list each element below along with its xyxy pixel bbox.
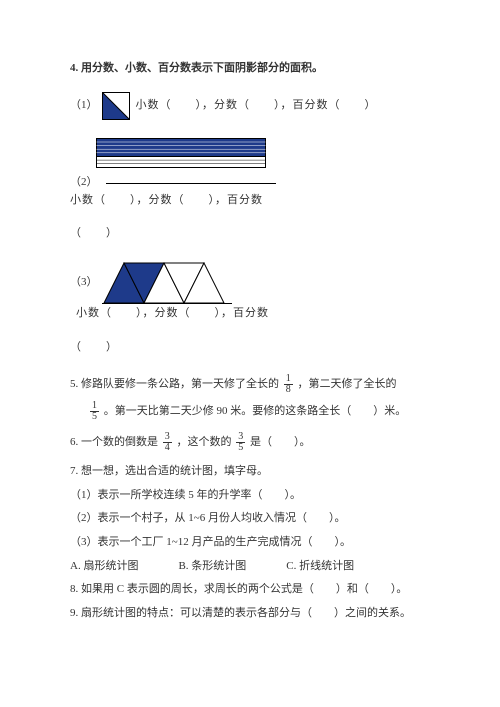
q9: 9. 扇形统计图的特点：可以清楚的表示各部分与（ ）之间的关系。 bbox=[70, 605, 430, 623]
choice-a: A. 扇形统计图 bbox=[70, 558, 138, 576]
fraction-3-4: 34 bbox=[163, 432, 172, 453]
q6-a: 6. 一个数的倒数是 bbox=[70, 436, 158, 448]
q7-s1: （1）表示一所学校连续 5 年的升学率（ ）。 bbox=[70, 487, 430, 505]
q8: 8. 如果用 C 表示圆的周长，求周长的两个公式是（ ）和（ ）。 bbox=[70, 581, 430, 599]
q4-3-tail: （ ） bbox=[70, 339, 430, 357]
fraction-3-5: 35 bbox=[236, 432, 245, 453]
q4-3-prefix: （3） bbox=[70, 274, 98, 292]
q5-line1: 5. 修路队要修一条公路，第一天修了全长的 18 ，第二天修了全长的 bbox=[70, 374, 430, 395]
q5-b: ，第二天修了全长的 bbox=[298, 378, 397, 390]
q7-choices: A. 扇形统计图 B. 条形统计图 C. 折线统计图 bbox=[70, 558, 430, 576]
q6: 6. 一个数的倒数是 34 ，这个数的 35 是（ ）。 bbox=[70, 432, 430, 453]
q4-3-tail-text: （ ） bbox=[70, 339, 118, 357]
q7-s3: （3）表示一个工厂 1~12 月产品的生产完成情况（ ）。 bbox=[70, 534, 430, 552]
q5-line2: 15 。第一天比第二天少修 90 米。要修的这条路全长（ ）米。 bbox=[88, 401, 430, 422]
choice-b: B. 条形统计图 bbox=[178, 558, 246, 576]
half-square-icon bbox=[102, 92, 130, 120]
q4-2-after: 小数（ ），分数（ ），百分数 bbox=[70, 192, 263, 210]
q4-item-2: （2） 小数（ ），分数（ ），百分数 bbox=[70, 174, 430, 209]
q5-a: 5. 修路队要修一条公路，第一天修了全长的 bbox=[70, 378, 279, 390]
q5-rest: 。第一天比第二天少修 90 米。要修的这条路全长（ ）米。 bbox=[104, 405, 407, 417]
q4-item-3: （3） 小数（ ），分数（ ），百分数 bbox=[70, 261, 430, 323]
fraction-1-5: 15 bbox=[90, 401, 99, 422]
choice-c: C. 折线统计图 bbox=[286, 558, 354, 576]
q7-title: 7. 想一想，选出合适的统计图，填字母。 bbox=[70, 463, 430, 481]
q4-2-underline bbox=[106, 181, 276, 184]
q4-3-after: 小数（ ），分数（ ），百分数 bbox=[76, 305, 269, 323]
q4-2-prefix: （2） bbox=[70, 174, 98, 192]
bars-icon bbox=[96, 138, 266, 168]
q4-title: 4. 用分数、小数、百分数表示下面阴影部分的面积。 bbox=[70, 60, 430, 78]
q6-c: 是（ ）。 bbox=[250, 436, 311, 448]
fraction-1-8: 18 bbox=[284, 374, 293, 395]
q4-item-1: （1） 小数（ ），分数（ ），百分数（ ） bbox=[70, 92, 430, 120]
q4-2-shape-wrap bbox=[96, 138, 430, 175]
q4-1-after: 小数（ ），分数（ ），百分数（ ） bbox=[136, 97, 377, 115]
q6-b: ，这个数的 bbox=[177, 436, 232, 448]
q4-2-tail-text: （ ） bbox=[70, 225, 118, 243]
q4-1-prefix: （1） bbox=[70, 97, 98, 115]
q4-2-tail: （ ） bbox=[70, 225, 430, 243]
q7-s2: （2）表示一个村子，从 1~6 月份人均收入情况（ ）。 bbox=[70, 510, 430, 528]
triangles-icon bbox=[102, 261, 232, 305]
